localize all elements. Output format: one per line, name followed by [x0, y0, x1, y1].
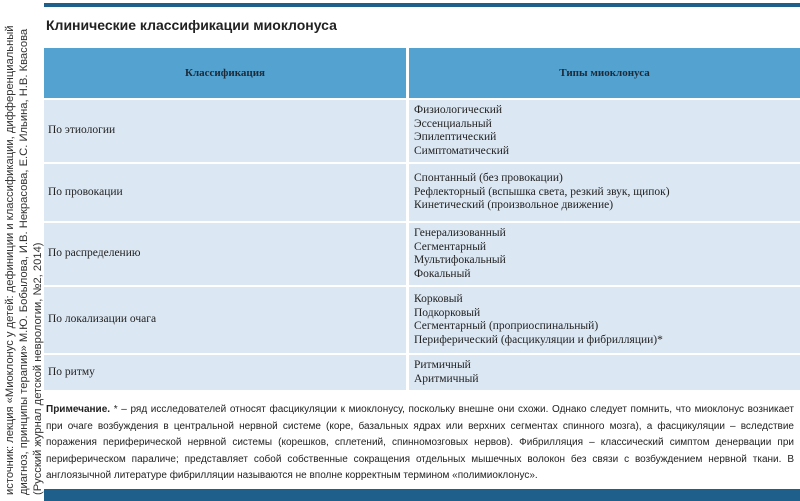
type-item: Ритмичный	[414, 359, 471, 371]
classification-table: Классификация Типы миоклонуса По этиолог…	[44, 46, 800, 392]
type-item: Кинетический (произвольное движение)	[414, 199, 614, 212]
type-item: Спонтанный (без провокации)	[414, 172, 563, 185]
footnote-text: * – ряд исследователей относят фасцикуля…	[46, 404, 794, 481]
table-row: По провокации Спонтанный (без провокации)…	[44, 164, 800, 221]
category-cell: По провокации	[44, 164, 409, 221]
types-cell: Генерализованный Сегментарный Мультифокаль…	[409, 223, 800, 285]
category-cell: По этиологии	[44, 100, 409, 162]
type-item: Фокальный	[414, 267, 471, 280]
type-item: Генерализованный	[414, 227, 506, 239]
types-cell: Корковый Подкорковый Сегментарный (проприо…	[409, 287, 800, 353]
type-item: Эпилептический	[414, 131, 497, 143]
footnote: Примечание. * – ряд исследователей относ…	[46, 402, 794, 485]
type-item: Рефлекторный (вспышка света, резкий звук…	[414, 185, 670, 198]
type-item: Аритмичный	[414, 372, 479, 385]
page-title: Клинические классификации миоклонуса	[46, 17, 337, 33]
type-item: Корковый	[414, 293, 463, 305]
type-item: Сегментарный (проприоспинальный)	[414, 320, 599, 332]
type-item: Подкорковый	[414, 306, 481, 319]
top-divider	[44, 3, 800, 7]
table-header-row: Классификация Типы миоклонуса	[44, 48, 800, 98]
type-item: Симптоматический	[414, 144, 510, 157]
type-item: Эссенциальный	[414, 117, 492, 130]
table-row: По ритму Ритмичный Аритмичный	[44, 355, 800, 390]
table-row: По распределению Генерализованный Сегмента…	[44, 223, 800, 285]
header-classification: Классификация	[44, 48, 409, 98]
category-cell: По распределению	[44, 223, 409, 285]
types-cell: Спонтанный (без провокации) Рефлекторный …	[409, 164, 800, 221]
source-caption: источник: лекция «Миоклонус у детей: деф…	[4, 25, 44, 495]
types-cell: Физиологический Эссенциальный Эпилептическ…	[409, 100, 800, 162]
type-item: Мультифокальный	[414, 254, 506, 266]
type-item: Периферический (фасцикуляции и фибрилляц…	[414, 333, 663, 346]
types-cell: Ритмичный Аритмичный	[409, 355, 800, 390]
type-item: Физиологический	[414, 104, 503, 116]
type-item: Сегментарный	[414, 240, 487, 253]
table-row: По локализации очага Корковый Подкорковый С…	[44, 287, 800, 353]
category-cell: По локализации очага	[44, 287, 409, 353]
table-row: По этиологии Физиологический Эссенциальный…	[44, 100, 800, 162]
footnote-label: Примечание.	[46, 404, 111, 415]
category-cell: По ритму	[44, 355, 409, 390]
header-types: Типы миоклонуса	[409, 48, 800, 98]
bottom-divider	[44, 489, 800, 501]
